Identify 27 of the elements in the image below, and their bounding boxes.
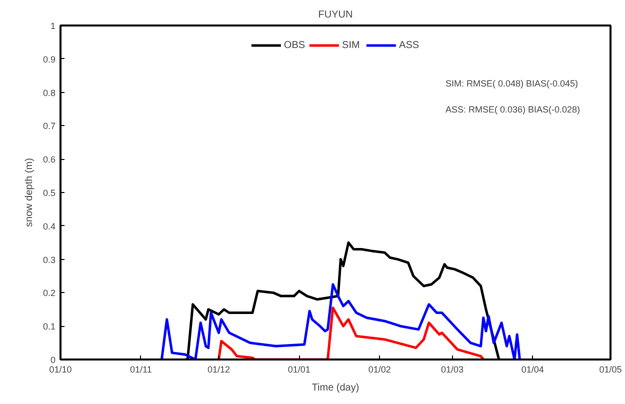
y-tick-label: 0.4 bbox=[42, 221, 56, 232]
legend-label: ASS bbox=[399, 40, 420, 50]
x-tick-label: 01/03 bbox=[440, 364, 464, 374]
legend-label: OBS bbox=[284, 40, 306, 50]
y-tick-label: 0.7 bbox=[42, 121, 56, 132]
y-tick-label: 0.1 bbox=[42, 322, 56, 332]
x-tick-label: 01/11 bbox=[130, 364, 152, 374]
legend-label: SIM bbox=[342, 40, 361, 50]
y-tick-label: 0 bbox=[50, 355, 56, 365]
x-axis-title: Time (day) bbox=[312, 382, 360, 394]
y-tick-label: 0.6 bbox=[42, 154, 56, 165]
y-axis-title: snow depth (m) bbox=[24, 158, 35, 227]
annotation: ASS: RMSE( 0.036) BIAS(-0.028) bbox=[446, 104, 580, 114]
y-tick-label: 0.3 bbox=[42, 254, 56, 265]
x-tick-label: 01/04 bbox=[521, 364, 544, 374]
x-tick-label: 01/05 bbox=[599, 364, 622, 374]
annotation: SIM: RMSE( 0.048) BIAS(-0.045) bbox=[446, 78, 578, 88]
y-tick-label: 0.2 bbox=[42, 288, 56, 298]
y-tick-label: 0.9 bbox=[42, 54, 56, 64]
x-tick-label: 01/02 bbox=[368, 364, 391, 374]
x-tick-label: 01/01 bbox=[288, 364, 310, 374]
x-tick-label: 01/12 bbox=[207, 364, 230, 374]
y-tick-label: 1 bbox=[50, 21, 56, 31]
x-tick-label: 01/10 bbox=[49, 364, 72, 374]
y-tick-label: 0.8 bbox=[42, 88, 56, 98]
chart-title: FUYUN bbox=[318, 10, 353, 20]
y-tick-label: 0.5 bbox=[42, 188, 56, 198]
